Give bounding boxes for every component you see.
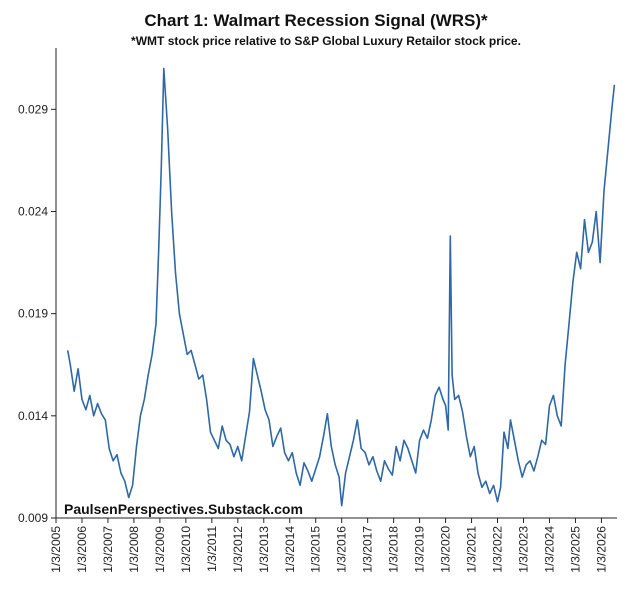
x-tick-label: 1/3/2005 <box>49 526 63 573</box>
x-tick-label: 1/3/2025 <box>568 526 582 573</box>
x-tick-label: 1/3/2022 <box>491 526 505 573</box>
y-axis: 0.009 0.014 0.019 0.024 0.029 <box>18 48 57 525</box>
x-tick-label: 1/3/2019 <box>413 526 427 573</box>
x-axis: 1/3/2005 1/3/2006 1/3/2007 1/3/2008 1/3/2009… <box>49 517 617 573</box>
x-tick-label: 1/3/2024 <box>542 526 556 573</box>
x-tick-label: 1/3/2016 <box>335 526 349 573</box>
x-tick-label: 1/3/2006 <box>75 526 89 573</box>
x-tick-label: 1/3/2015 <box>309 526 323 573</box>
x-tick-label: 1/3/2023 <box>517 526 531 573</box>
series-line-wrs <box>66 67 616 507</box>
y-tick-label: 0.014 <box>18 409 48 423</box>
y-tick-label: 0.009 <box>18 511 48 525</box>
x-tick-label: 1/3/2013 <box>257 526 271 573</box>
y-tick-label: 0.024 <box>18 204 48 218</box>
watermark: PaulsenPerspectives.Substack.com <box>64 501 303 517</box>
x-tick-label: 1/3/2012 <box>231 526 245 573</box>
x-tick-label: 1/3/2018 <box>387 526 401 573</box>
x-tick-label: 1/3/2008 <box>127 526 141 573</box>
x-tick-label: 1/3/2014 <box>283 526 297 573</box>
x-tick-label: 1/3/2011 <box>205 526 219 572</box>
x-tick-label: 1/3/2021 <box>465 526 479 573</box>
x-tick-label: 1/3/2026 <box>594 526 608 573</box>
x-tick-label: 1/3/2009 <box>153 526 167 573</box>
y-tick-label: 0.019 <box>18 307 48 321</box>
chart-subtitle: *WMT stock price relative to S&P Global … <box>131 34 521 48</box>
x-tick-label: 1/3/2007 <box>101 526 115 573</box>
chart-title: Chart 1: Walmart Recession Signal (WRS)* <box>144 11 488 30</box>
y-tick-label: 0.029 <box>18 102 48 116</box>
series-layer <box>66 67 616 507</box>
x-tick-label: 1/3/2020 <box>439 526 453 573</box>
x-tick-label: 1/3/2017 <box>361 526 375 573</box>
x-tick-label: 1/3/2010 <box>179 526 193 573</box>
